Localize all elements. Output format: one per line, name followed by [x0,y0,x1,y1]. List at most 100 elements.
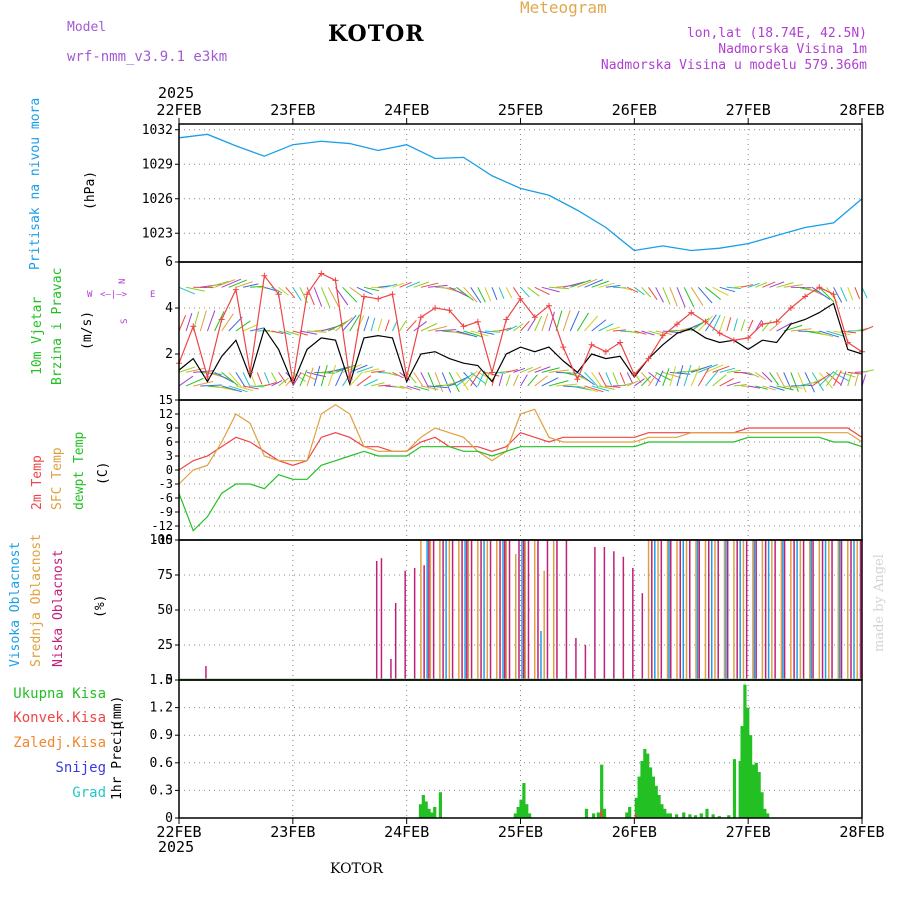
wind-arrow [178,375,194,387]
total-rain-bar [527,813,532,818]
y-tick-label: 1.5 [150,673,173,688]
wind-arrow [826,369,838,387]
wind-arrow [605,326,621,332]
wind-arrow [463,372,478,388]
wind-arrow [420,372,430,389]
wind-arrow [548,369,569,373]
wind-arrow [698,364,718,373]
wind-arrow [719,377,734,387]
wind-arrow [570,279,592,288]
wind-arrow [242,283,259,288]
wind-arrow [712,286,729,296]
gust-marker [816,284,823,291]
wind-arrow [541,377,559,387]
wind-arrow [242,372,251,387]
wind-arrow [327,364,337,387]
wind-arrow [562,310,571,332]
product-title: Meteogram [520,0,607,17]
x-tick-label-top: 27FEB [726,101,771,119]
wind-arrow [292,372,302,387]
wind-arrow [399,281,412,288]
x-tick-label-bottom: 24FEB [384,823,429,841]
wind-arrow [299,371,317,381]
x-tick-label-top: 24FEB [384,101,429,119]
wind-arrow [484,287,492,302]
wind-arrow [264,382,277,387]
wind-arrow [371,286,385,289]
wind-arrow [847,371,862,375]
wind-arrow [206,310,216,332]
wind-arrow [776,372,786,388]
gust-marker [560,344,567,351]
gust-marker [545,302,552,309]
wind-arrow [342,315,357,332]
wind-arrow [833,287,843,303]
wind-arrow [726,369,741,373]
wind-arrow [754,371,767,381]
wind-arrow [641,372,651,383]
gust-marker [531,314,538,321]
wind-arrow [484,330,500,333]
total-rain-bar [738,760,742,818]
temp-dewpt-line [178,436,863,532]
gust-marker [289,378,296,385]
total-rain-bar [525,804,529,818]
wind-arrow [627,286,639,293]
wind-arrow [527,366,542,373]
gust-marker [602,348,609,355]
wind-arrow [413,385,430,391]
precip-legend-item: Snijeg [55,760,106,776]
total-rain-bar [757,772,761,818]
wind-arrow [178,366,196,373]
total-rain-bar [634,797,638,818]
y-tick-label: 50 [157,603,173,618]
gust-marker [844,339,851,346]
wind-arrow [427,385,448,389]
y-tick-label: 0.9 [150,728,173,743]
gust-marker [645,355,652,362]
wind-arrow [584,315,598,332]
total-rain-bar [693,815,698,818]
wind-arrow [399,385,413,390]
gust-marker [730,337,737,344]
wind-arrow [499,327,512,332]
wind-arrow [178,286,195,295]
wind-arrow [520,320,530,332]
wind-arrow [783,284,803,288]
wind-arrow [811,373,831,387]
wind-arrow [363,368,380,373]
model-altitude-info: Nadmorska Visina u modelu 579.366m [600,58,867,73]
total-rain-bar [668,813,673,818]
precip-legend-item: Konvek.Kisa [13,710,106,726]
wind-arrow [498,373,504,387]
wind-arrow [797,381,820,387]
wind-arrow [178,315,187,332]
wind-arrow [598,323,614,332]
wind-arrow [790,328,812,332]
wind-arrow [576,312,589,332]
wind-arrow [762,372,773,383]
y-tick-label: -9 [159,505,173,519]
y-tick-label: 1023 [142,226,173,241]
wind-arrow [307,330,327,333]
wind-arrow [306,367,314,387]
wind-arrow [662,368,670,387]
wind-arrow [854,373,859,387]
gust-marker [588,341,595,348]
wind-arrow [748,385,761,389]
wind-arrow [748,282,760,288]
wind-arrow [847,287,854,301]
wind-arrow [370,382,385,387]
wind-arrow [548,380,569,387]
wind-arrow [783,385,803,389]
wind-arrow [271,380,283,387]
wind-arrow [385,283,398,288]
total-rain-bar [516,806,520,818]
wind-arrow [185,312,193,332]
wind-arrow [747,371,760,378]
wind-arrow [306,287,315,306]
wind-arrow [449,286,470,298]
wind-arrow [705,314,717,332]
wind-arrow [434,372,444,393]
total-rain-bar [522,783,526,818]
